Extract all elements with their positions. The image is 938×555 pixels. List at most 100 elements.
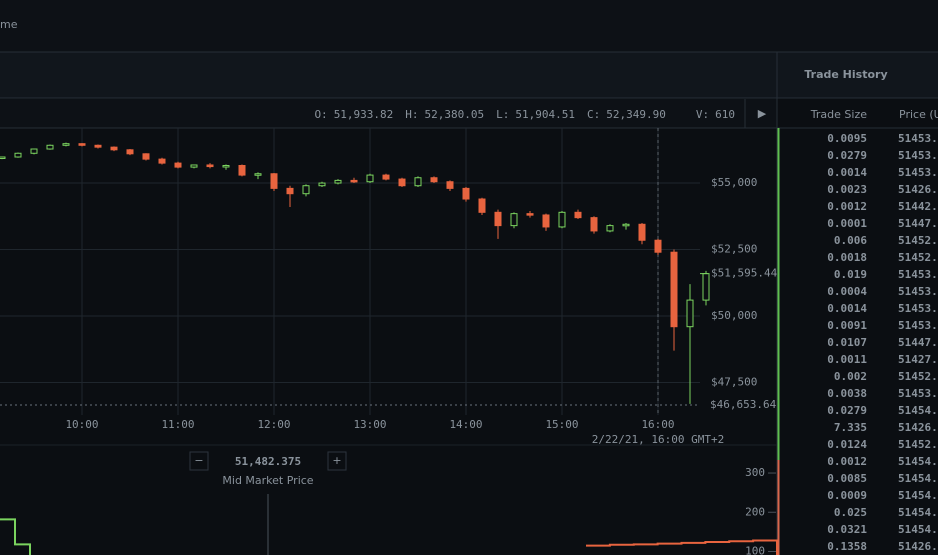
candle-body xyxy=(638,223,646,241)
candle-body xyxy=(686,299,694,328)
candle-body xyxy=(238,165,246,176)
trade-size: 0.0279 xyxy=(827,149,867,162)
trade-price: 51452.9 xyxy=(898,234,938,247)
ask-depth xyxy=(586,539,778,555)
trade-price: 51453.9 xyxy=(898,302,938,315)
candle-body xyxy=(382,174,390,180)
toolbar xyxy=(0,52,938,98)
app-name: me xyxy=(0,18,18,31)
y-tick-label: $47,500 xyxy=(711,376,757,389)
mid-market-price: 51,482.375 xyxy=(235,455,301,468)
ohlc-value: 51,904.51 xyxy=(515,108,575,121)
trade-price: 51447.0 xyxy=(898,217,938,230)
x-tick-label: 16:00 xyxy=(641,418,674,431)
ohlc-label: O: xyxy=(314,108,327,121)
trade-price: 51442.9 xyxy=(898,200,938,213)
ohlc-label: C: xyxy=(587,108,600,121)
candle-body xyxy=(574,211,582,219)
candle-body xyxy=(222,165,230,168)
candle-body xyxy=(350,179,358,183)
plus-button[interactable] xyxy=(327,451,347,471)
candle-body xyxy=(142,153,150,160)
last-price-label: $51,595.44 xyxy=(711,267,778,280)
candle-body xyxy=(94,144,102,148)
ohlc-label: H: xyxy=(405,108,418,121)
expand-arrow[interactable]: ▶ xyxy=(758,107,767,120)
candle-body xyxy=(190,164,198,168)
minus-sign: − xyxy=(194,454,203,467)
trade-price: 51454.2 xyxy=(898,523,938,536)
candle-body xyxy=(702,273,710,301)
trade-size: 0.002 xyxy=(834,370,867,383)
candle-body xyxy=(30,148,38,154)
candle-body xyxy=(398,178,406,187)
trade-price: 51453.9 xyxy=(898,268,938,281)
low-price-label: $46,653.64 xyxy=(710,398,777,411)
depth-tick-label: 100 xyxy=(745,544,765,555)
trade-size: 0.0023 xyxy=(827,183,867,196)
x-tick-label: 14:00 xyxy=(449,418,482,431)
trade-price: 51453.9 xyxy=(898,166,938,179)
candle-body xyxy=(606,225,614,232)
candle-body xyxy=(302,185,310,195)
trade-size: 0.0018 xyxy=(827,251,867,264)
candle-body xyxy=(0,156,6,159)
trade-size: 0.025 xyxy=(834,506,867,519)
candle-body xyxy=(462,187,470,200)
trade-price: 51453.9 xyxy=(898,387,938,400)
trade-size: 0.0321 xyxy=(827,523,867,536)
y-tick-label: $52,500 xyxy=(711,243,757,256)
trade-size: 0.0012 xyxy=(827,455,867,468)
mid-market-label: Mid Market Price xyxy=(222,474,313,487)
candle-body xyxy=(526,213,534,216)
candle-body xyxy=(14,152,22,158)
candle-body xyxy=(78,143,86,146)
trade-size: 0.019 xyxy=(834,268,867,281)
candle-body xyxy=(62,143,70,146)
trade-size: 0.0012 xyxy=(827,200,867,213)
candle-body xyxy=(542,214,550,228)
candle-body xyxy=(318,182,326,187)
trade-size: 0.0009 xyxy=(827,489,867,502)
ohlc-strip xyxy=(0,99,777,128)
x-tick-label: 10:00 xyxy=(65,418,98,431)
candle-body xyxy=(270,173,278,189)
panel-title: Trade History xyxy=(804,68,887,81)
depth-tick-label: 300 xyxy=(745,466,765,479)
trade-price: 51426.9 xyxy=(898,540,938,553)
candle-body xyxy=(430,177,438,183)
trade-price: 51454.9 xyxy=(898,455,938,468)
trade-price: 51452.9 xyxy=(898,370,938,383)
candle-body xyxy=(286,187,294,195)
plus-sign: + xyxy=(332,454,341,467)
candle-body xyxy=(478,198,486,213)
trade-size: 0.0014 xyxy=(827,302,867,315)
trade-size: 0.0095 xyxy=(827,132,867,145)
x-tick-label: 13:00 xyxy=(353,418,386,431)
trade-price: 51453.9 xyxy=(898,149,938,162)
y-tick-label: $50,000 xyxy=(711,309,757,322)
candle-body xyxy=(446,181,454,189)
trade-price: 51426.9 xyxy=(898,421,938,434)
trade-price: 51454.9 xyxy=(898,506,938,519)
trade-size: 0.0011 xyxy=(827,353,867,366)
trade-size: 0.0038 xyxy=(827,387,867,400)
candle-body xyxy=(174,162,182,168)
trade-price: 51447.0 xyxy=(898,336,938,349)
trade-price: 51426.9 xyxy=(898,183,938,196)
minus-button[interactable] xyxy=(189,451,209,471)
trade-price: 51452.9 xyxy=(898,438,938,451)
trade-price: 51453.9 xyxy=(898,132,938,145)
x-tick-label: 15:00 xyxy=(545,418,578,431)
trade-size: 0.0124 xyxy=(827,438,867,451)
candle-body xyxy=(510,213,518,227)
candle-body xyxy=(206,164,214,168)
candle-body xyxy=(158,158,166,164)
crosshair-label: 2/22/21, 16:00 GMT+2 xyxy=(592,433,724,446)
bid-depth xyxy=(0,518,31,555)
ohlc-label: L: xyxy=(496,108,509,121)
candle-body xyxy=(590,217,598,232)
trade-price: 51454.9 xyxy=(898,404,938,417)
